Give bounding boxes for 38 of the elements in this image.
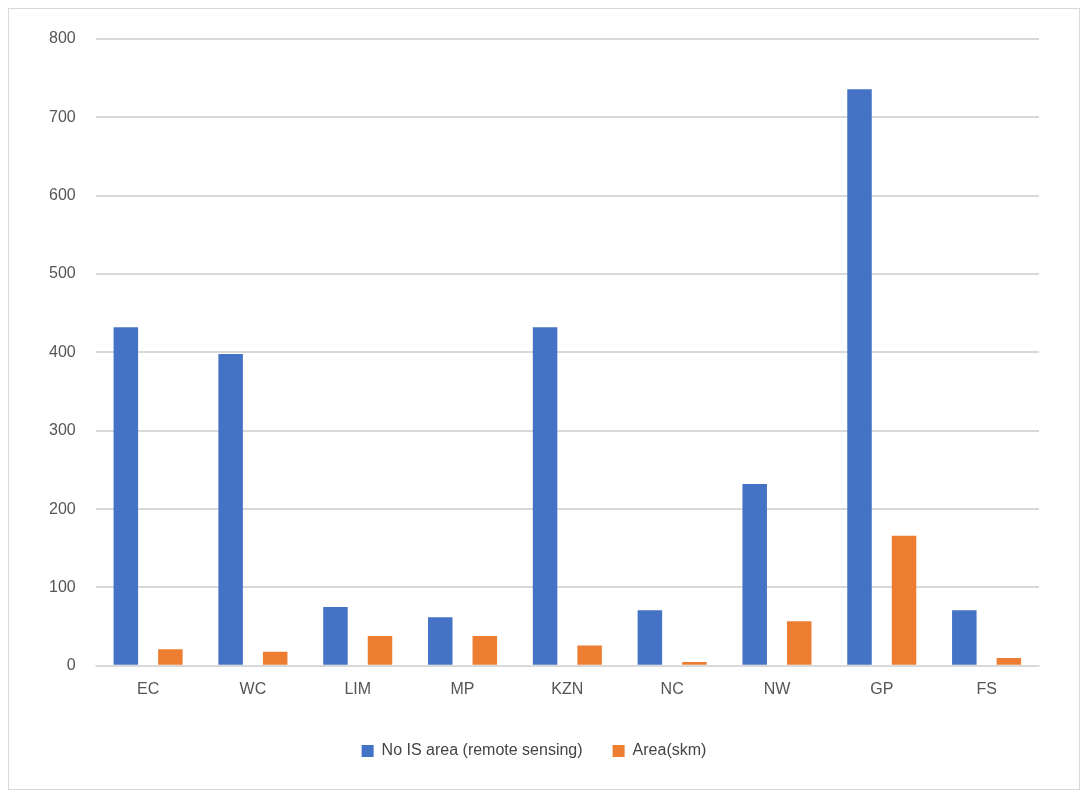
y-tick-label: 0 — [66, 656, 76, 674]
bar — [472, 636, 498, 665]
y-tick-label: 200 — [48, 499, 76, 517]
x-tick-label: NC — [660, 679, 684, 697]
bar — [891, 535, 917, 665]
x-tick-label: EC — [136, 679, 160, 697]
bar — [532, 327, 558, 665]
bar — [847, 89, 872, 665]
y-tick-label: 300 — [48, 421, 76, 439]
bar — [682, 661, 707, 665]
x-tick-label: NW — [763, 679, 792, 697]
x-tick-label: LIM — [344, 679, 372, 697]
bar — [158, 649, 183, 665]
legend-label: No IS area (remote sensing) — [381, 741, 583, 759]
y-tick-label: 800 — [48, 29, 76, 47]
bar — [742, 484, 767, 665]
bar — [113, 327, 139, 665]
y-tick-label: 400 — [48, 342, 76, 360]
x-tick-label: FS — [976, 679, 997, 697]
y-tick-label: 500 — [48, 264, 76, 282]
bar — [996, 657, 1022, 665]
legend-label: Area(skm) — [632, 741, 707, 759]
bar — [952, 610, 977, 665]
bar — [323, 607, 348, 665]
x-tick-label: WC — [239, 679, 267, 697]
x-tick-label: KZN — [551, 679, 584, 697]
bar — [367, 636, 393, 665]
bar — [218, 353, 243, 665]
y-tick-label: 600 — [48, 186, 76, 204]
bar — [262, 651, 288, 665]
x-tick-label: MP — [450, 679, 475, 697]
x-tick-label: GP — [870, 679, 894, 697]
y-tick-label: 100 — [48, 577, 76, 595]
bar — [577, 645, 602, 665]
bar — [637, 610, 663, 665]
y-tick-label: 700 — [48, 107, 76, 125]
bar — [786, 621, 812, 665]
bar — [428, 617, 453, 665]
